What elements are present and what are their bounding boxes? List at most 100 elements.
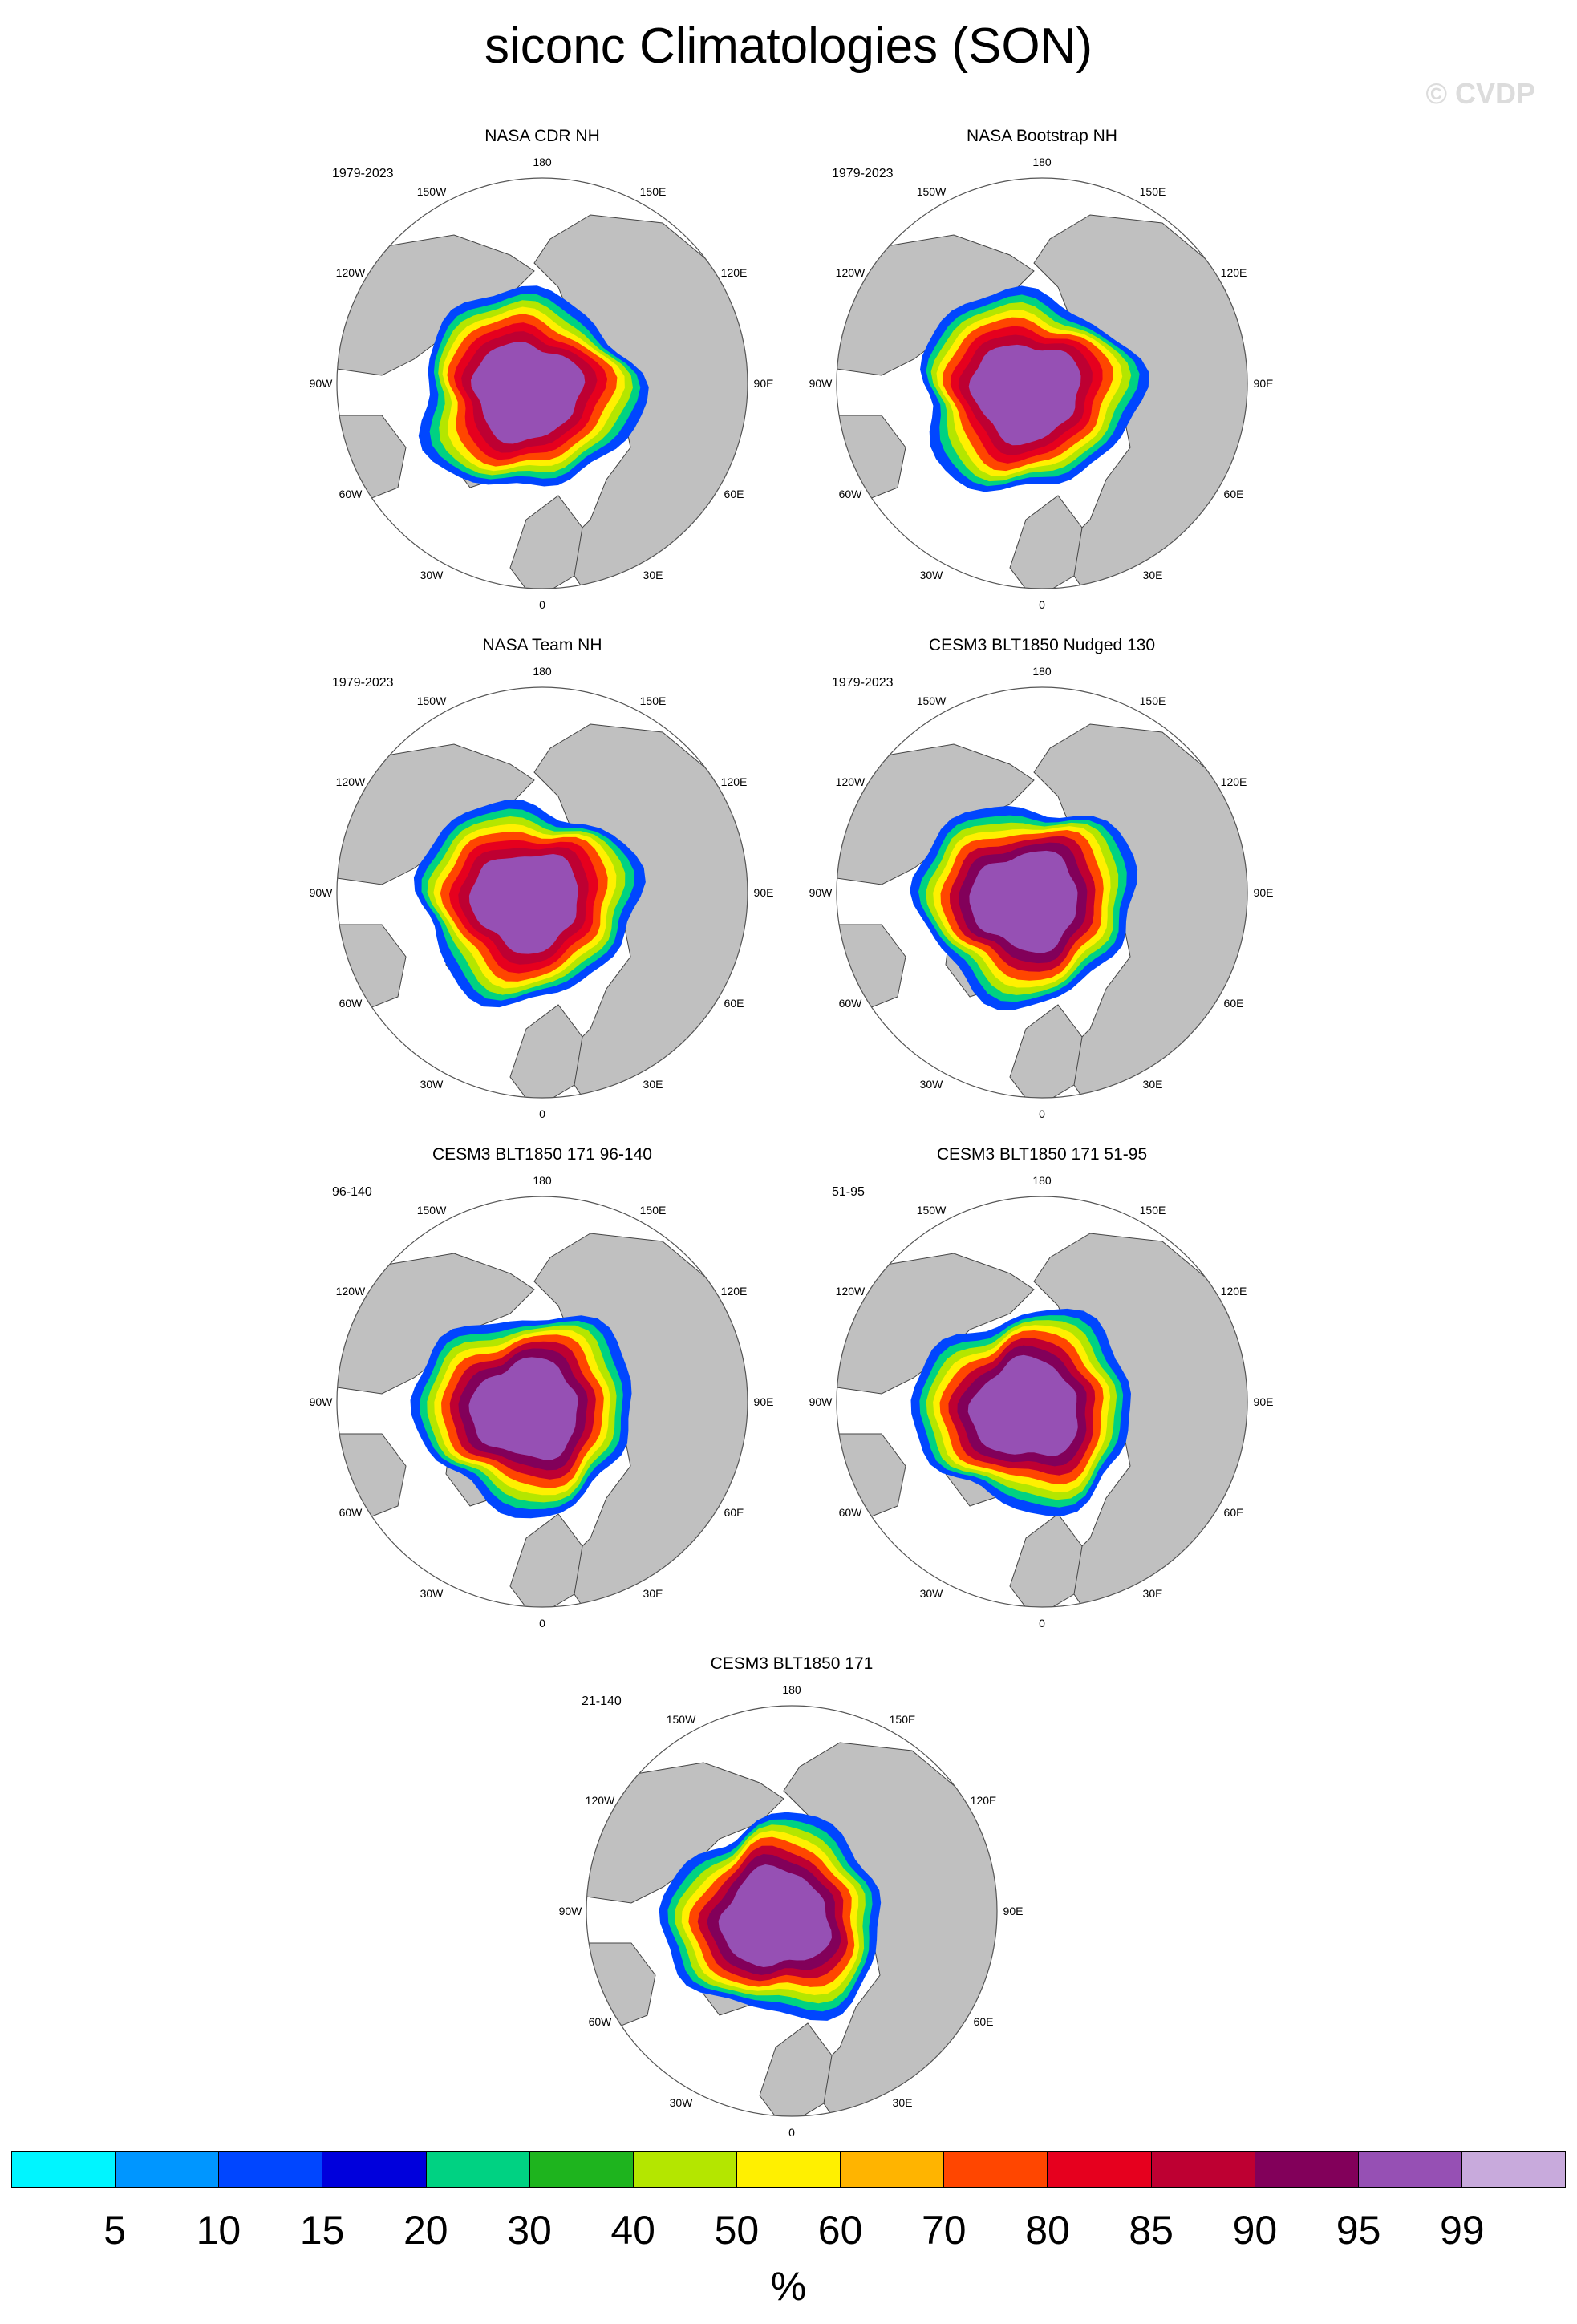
land-mass bbox=[509, 1004, 583, 1098]
longitude-label: 90E bbox=[753, 1395, 774, 1408]
map-border bbox=[586, 1705, 998, 2117]
longitude-label: 30W bbox=[669, 2096, 693, 2110]
colorbar-tick-label: 15 bbox=[299, 2208, 345, 2253]
longitude-label: 90W bbox=[309, 1395, 333, 1408]
sea-ice-band bbox=[468, 1357, 578, 1460]
longitude-label: 60E bbox=[724, 997, 744, 1010]
map-border bbox=[336, 686, 748, 1099]
longitude-label: 120E bbox=[720, 1285, 748, 1298]
polar-map bbox=[336, 1196, 748, 1608]
polar-map bbox=[836, 177, 1248, 589]
longitude-label: 0 bbox=[788, 2126, 795, 2139]
longitude-label: 60W bbox=[339, 488, 363, 500]
panel-period: 1979-2023 bbox=[832, 167, 894, 180]
longitude-label: 90E bbox=[1253, 1395, 1274, 1408]
longitude-label: 90W bbox=[309, 886, 333, 899]
longitude-label: 180 bbox=[533, 1174, 552, 1187]
map-border bbox=[836, 177, 1248, 589]
longitude-label: 90W bbox=[809, 377, 833, 390]
longitude-label: 150E bbox=[639, 1203, 667, 1217]
colorbar-box bbox=[322, 2152, 427, 2187]
polar-map bbox=[836, 1196, 1248, 1608]
longitude-label: 90W bbox=[809, 1395, 833, 1408]
colorbar-box bbox=[529, 2152, 634, 2187]
longitude-label: 150W bbox=[916, 184, 947, 198]
panel-title: CESM3 BLT1850 171 bbox=[710, 1654, 874, 1673]
longitude-label: 150W bbox=[666, 1712, 696, 1726]
longitude-label: 60W bbox=[588, 2015, 612, 2028]
longitude-label: 0 bbox=[1039, 598, 1045, 611]
longitude-label: 60W bbox=[339, 997, 363, 1010]
longitude-label: 150W bbox=[416, 1203, 447, 1217]
panel-title: CESM3 BLT1850 171 51-95 bbox=[936, 1145, 1148, 1164]
land-mass bbox=[533, 214, 748, 589]
longitude-label: 90E bbox=[753, 886, 774, 899]
longitude-label: 30W bbox=[919, 1587, 943, 1601]
longitude-label: 120W bbox=[585, 1794, 615, 1807]
longitude-label: 0 bbox=[539, 598, 545, 611]
longitude-label: 30E bbox=[643, 1587, 663, 1601]
colorbar-box bbox=[219, 2152, 323, 2187]
polar-map bbox=[836, 686, 1248, 1099]
longitude-label: 90E bbox=[1253, 886, 1274, 899]
panel-period: 1979-2023 bbox=[332, 676, 394, 690]
panel-title: CESM3 BLT1850 171 96-140 bbox=[432, 1145, 652, 1164]
longitude-label: 30W bbox=[420, 1078, 444, 1091]
longitude-label: 90W bbox=[558, 1905, 582, 1917]
colorbar-tick-label: 70 bbox=[921, 2208, 967, 2253]
map-border bbox=[336, 1196, 748, 1608]
colorbar-box bbox=[633, 2152, 737, 2187]
longitude-label: 0 bbox=[539, 1617, 545, 1630]
colorbar bbox=[11, 2151, 1566, 2188]
longitude-label: 120E bbox=[1220, 266, 1247, 279]
land-mass bbox=[1033, 214, 1247, 589]
longitude-label: 30E bbox=[892, 2096, 913, 2110]
colorbar-units: % bbox=[770, 2264, 807, 2309]
land-mass bbox=[1009, 495, 1083, 589]
panel-period: 21-140 bbox=[582, 1694, 622, 1708]
longitude-label: 120E bbox=[1220, 775, 1247, 788]
longitude-label: 60W bbox=[838, 1506, 862, 1519]
longitude-label: 120E bbox=[720, 775, 748, 788]
longitude-label: 180 bbox=[533, 156, 552, 168]
longitude-label: 120E bbox=[970, 1794, 997, 1807]
longitude-label: 120E bbox=[720, 266, 748, 279]
longitude-label: 90E bbox=[1003, 1905, 1024, 1917]
colorbar-box bbox=[1151, 2152, 1255, 2187]
longitude-label: 120W bbox=[335, 266, 366, 279]
longitude-label: 30W bbox=[919, 1078, 943, 1091]
colorbar-tick-label: 99 bbox=[1439, 2208, 1485, 2253]
colorbar-tick-label: 80 bbox=[1025, 2208, 1070, 2253]
longitude-label: 150W bbox=[916, 1203, 947, 1217]
land-mass bbox=[1009, 1004, 1083, 1098]
longitude-label: 150E bbox=[639, 184, 667, 198]
colorbar-box bbox=[12, 2152, 116, 2187]
longitude-label: 180 bbox=[1032, 156, 1052, 168]
land-mass bbox=[759, 2022, 833, 2116]
colorbar-box bbox=[116, 2152, 220, 2187]
colorbar-box bbox=[1461, 2152, 1566, 2187]
longitude-label: 90E bbox=[1253, 377, 1274, 390]
land-mass bbox=[533, 723, 748, 1098]
longitude-label: 90W bbox=[309, 377, 333, 390]
watermark: © CVDP bbox=[1425, 77, 1535, 110]
colorbar-tick-label: 90 bbox=[1232, 2208, 1278, 2253]
panel-period: 1979-2023 bbox=[332, 167, 394, 180]
colorbar-tick-label: 10 bbox=[196, 2208, 241, 2253]
sea-ice-band bbox=[968, 344, 1081, 446]
colorbar-tick-label: 20 bbox=[403, 2208, 448, 2253]
panel-title: NASA Bootstrap NH bbox=[967, 127, 1117, 145]
longitude-label: 180 bbox=[533, 665, 552, 678]
longitude-label: 180 bbox=[782, 1683, 801, 1696]
polar-map bbox=[336, 686, 748, 1099]
panel-title: NASA Team NH bbox=[482, 636, 602, 654]
polar-map bbox=[336, 177, 748, 589]
longitude-label: 30W bbox=[919, 569, 943, 582]
land-mass bbox=[337, 1253, 535, 1395]
longitude-label: 180 bbox=[1032, 665, 1052, 678]
colorbar-box bbox=[1358, 2152, 1462, 2187]
longitude-label: 150E bbox=[1139, 1203, 1166, 1217]
sea-ice-band bbox=[468, 854, 578, 954]
longitude-label: 60E bbox=[973, 2015, 994, 2028]
panel-title: CESM3 BLT1850 Nudged 130 bbox=[928, 636, 1156, 654]
